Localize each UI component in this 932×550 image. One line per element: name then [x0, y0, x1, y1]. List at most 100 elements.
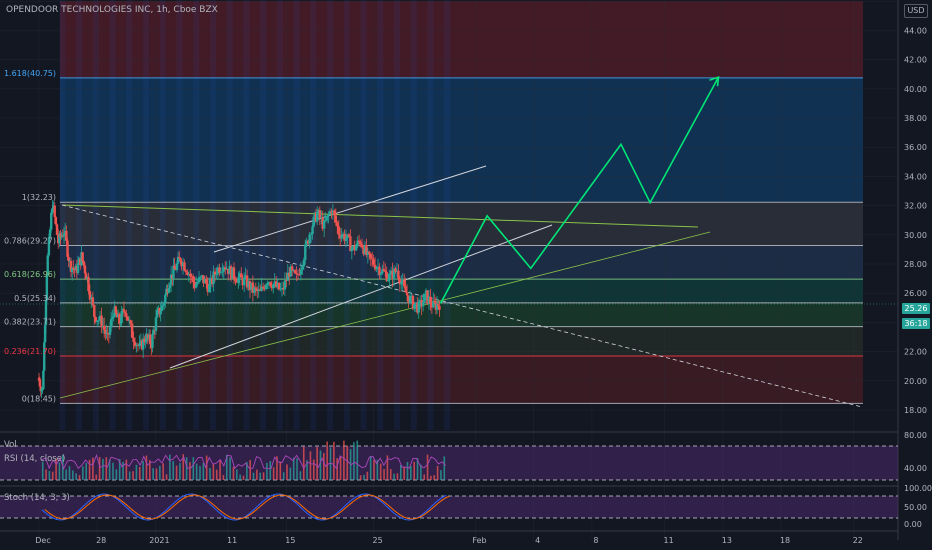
volume-bar [256, 469, 258, 480]
candle-body [135, 344, 138, 347]
candle-body [184, 270, 188, 273]
candle-body [254, 287, 257, 289]
candle-body [133, 341, 137, 347]
candle-body [363, 245, 367, 254]
session-stripe [76, 0, 83, 430]
channel-lower [169, 224, 553, 369]
candle-body [346, 234, 349, 239]
candle-body [232, 267, 236, 279]
volume-bar [122, 461, 124, 480]
candle-body [353, 246, 356, 251]
volume-bar [389, 469, 392, 480]
time-tick-label: 4 [535, 536, 540, 545]
volume-bar [393, 473, 395, 480]
chart-title: OPENDOOR TECHNOLOGIES INC, 1h, Cboe BZX [6, 5, 218, 15]
candle-body [39, 386, 42, 392]
time-tick-label: 2021 [149, 536, 169, 545]
session-stripe [226, 0, 233, 430]
volume-bar [115, 469, 118, 480]
volume-bar [246, 462, 248, 480]
candle-body [87, 276, 90, 292]
candle-body [253, 287, 256, 293]
volume-bar [192, 457, 195, 480]
volume-bar [145, 455, 148, 480]
candle-body [69, 260, 73, 272]
candle-body [189, 273, 192, 277]
candle-body [312, 216, 315, 227]
candle-body [311, 226, 314, 235]
candle-body [119, 322, 122, 324]
stoch-tick: 0.00 [904, 520, 922, 529]
candle-body [357, 240, 361, 242]
time-tick-label: Dec [35, 536, 50, 545]
volume-bar [249, 460, 251, 480]
volume-bar [426, 454, 429, 480]
volume-bar [215, 469, 218, 480]
stoch-panel: 100.00 50.00 0.00 [0, 484, 932, 529]
volume-bar [312, 459, 315, 480]
time-tick-label: Feb [472, 536, 486, 545]
candle-body [180, 261, 183, 267]
currency-badge[interactable]: USD [904, 4, 928, 18]
candle-body [394, 268, 397, 272]
candles [37, 200, 441, 399]
volume-bar [205, 455, 208, 480]
candle-body [151, 334, 154, 348]
candle-body [251, 282, 255, 293]
session-stripe [143, 0, 150, 430]
resistance-line [61, 204, 699, 228]
volume-bar [118, 459, 121, 480]
candle-body [172, 265, 175, 279]
session-stripe [276, 0, 283, 430]
candle-body [202, 275, 205, 284]
session-stripe [109, 0, 116, 430]
candle-body [183, 262, 186, 271]
volume-bar [296, 458, 298, 480]
candle-body [152, 330, 155, 335]
session-stripe [159, 0, 166, 430]
candle-body [60, 235, 63, 238]
candle-body [302, 260, 306, 267]
rsi-panel: 80.00 40.00 [41, 431, 927, 473]
candle-body [432, 300, 435, 308]
volume-bar [155, 468, 158, 480]
candle-body [205, 279, 208, 284]
candle-body [234, 278, 237, 282]
channel-upper [213, 165, 487, 253]
session-stripe [410, 0, 417, 430]
candle-body [106, 332, 109, 334]
stoch-tick: 50.00 [904, 503, 927, 512]
session-stripe [59, 0, 66, 430]
trend-lines [59, 165, 863, 408]
stoch-label: Stoch (14, 3, 3) [4, 493, 70, 503]
candle-body [221, 271, 224, 273]
candle-body [263, 287, 266, 290]
candle-body [53, 205, 56, 218]
candle-body [438, 305, 441, 310]
fib-band-3 [60, 245, 863, 280]
volume-bar [189, 462, 191, 480]
volume-bar [219, 460, 221, 480]
candle-body [126, 316, 129, 321]
price-tick-label: 26.00 [904, 289, 927, 298]
candle-body [160, 305, 164, 311]
candle-body [413, 304, 416, 309]
candle-body [306, 240, 310, 244]
volume-bar [209, 467, 211, 480]
candle-body [337, 226, 340, 235]
volume-bar [430, 475, 432, 480]
candle-body [238, 273, 241, 278]
candle-body [199, 276, 202, 278]
time-tick-label: 11 [664, 536, 674, 545]
candle-body [256, 288, 259, 292]
candle-body [58, 233, 61, 244]
volume-bar [199, 466, 201, 480]
candle-body [62, 233, 66, 237]
candle-body [344, 238, 348, 241]
candle-body [379, 273, 383, 275]
candle-body [360, 244, 364, 248]
candle-body [258, 289, 262, 291]
time-tick-label: 18 [780, 536, 790, 545]
volume-bar [232, 466, 235, 480]
